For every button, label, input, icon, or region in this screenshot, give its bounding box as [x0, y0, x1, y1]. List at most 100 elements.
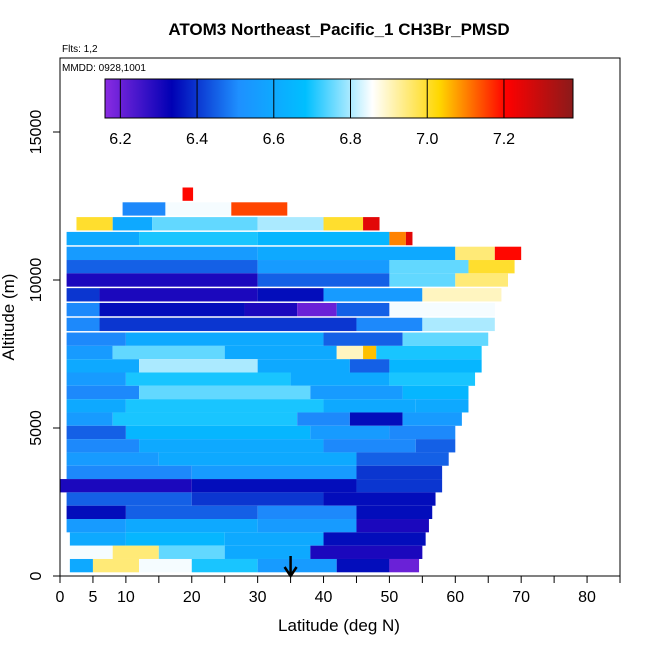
- x-tick-label: 10: [117, 589, 135, 606]
- colorbar-tick-label: 6.8: [339, 131, 361, 148]
- colorbar-tick-label: 7.2: [493, 131, 515, 148]
- heatmap-cell: [92, 558, 140, 573]
- heatmap-cell: [257, 519, 357, 533]
- heatmap-cell: [323, 332, 403, 346]
- heatmap-cell: [125, 425, 311, 440]
- heatmap-cell: [455, 273, 508, 287]
- heatmap-cell: [66, 317, 100, 332]
- heatmap-cell: [323, 288, 423, 302]
- heatmap-cell: [376, 345, 482, 360]
- heatmap-cell: [323, 492, 436, 506]
- heatmap-cell: [112, 545, 159, 559]
- heatmap-cell: [66, 359, 140, 373]
- heatmap-cell: [99, 302, 245, 317]
- x-tick-label: 20: [183, 589, 201, 606]
- colorbar-tick-label: 6.2: [109, 131, 131, 148]
- heatmap-cell: [389, 359, 482, 373]
- heatmap-cell: [336, 302, 390, 317]
- heatmap-cell: [112, 345, 225, 360]
- heatmap-cell: [122, 202, 166, 216]
- y-axis: 0 5000 10000 15000: [28, 110, 60, 580]
- heatmap-cell: [389, 231, 406, 246]
- heatmap-cell: [494, 246, 522, 261]
- heatmap-cell: [60, 479, 192, 493]
- y-tick-label: 0: [28, 571, 45, 580]
- heatmap-cell: [152, 217, 258, 231]
- heatmap-cell: [257, 288, 324, 302]
- heatmap-cell: [139, 385, 311, 400]
- heatmap-cell: [66, 519, 126, 533]
- heatmap-layer: [60, 187, 522, 573]
- x-tick-label: 50: [381, 589, 399, 606]
- heatmap-cell: [323, 439, 416, 453]
- latitude-marker-arrow: [283, 556, 298, 579]
- heatmap-cell: [356, 479, 443, 493]
- heatmap-cell: [356, 452, 449, 466]
- heatmap-cell: [66, 492, 192, 506]
- colorbar-tick-label: 6.4: [186, 131, 208, 148]
- x-tick-label: 5: [88, 589, 97, 606]
- heatmap-cell: [224, 345, 337, 360]
- heatmap-cell: [69, 532, 126, 546]
- heatmap-cell: [125, 332, 324, 346]
- heatmap-cell: [191, 492, 324, 506]
- heatmap-cell: [349, 412, 403, 426]
- heatmap-cell: [66, 288, 100, 302]
- heatmap-cell: [139, 439, 324, 453]
- heatmap-cell: [363, 345, 377, 360]
- heatmap-cell: [415, 439, 456, 453]
- heatmap-cell: [112, 217, 153, 231]
- heatmap-cell: [224, 545, 311, 559]
- heatmap-cell: [158, 545, 225, 559]
- chart-title: ATOM3 Northeast_Pacific_1 CH3Br_PMSD: [168, 20, 509, 39]
- heatmap-cell: [139, 231, 258, 246]
- heatmap-cell: [402, 385, 469, 400]
- heatmap-cell: [99, 288, 258, 302]
- heatmap-cell: [455, 246, 495, 261]
- heatmap-cell: [336, 558, 390, 573]
- heatmap-cell: [402, 412, 462, 426]
- heatmap-cell: [165, 202, 232, 216]
- colorbar-tick-label: 6.6: [263, 131, 285, 148]
- y-tick-label: 5000: [28, 410, 45, 446]
- heatmap-cell: [139, 558, 192, 573]
- flights-label: Flts: 1,2: [62, 44, 98, 55]
- heatmap-cell: [66, 260, 258, 274]
- heatmap-cell: [257, 231, 390, 246]
- heatmap-cell: [323, 217, 364, 231]
- heatmap-cell: [389, 558, 420, 573]
- heatmap-cell: [66, 452, 159, 466]
- x-tick-label: 0: [56, 589, 65, 606]
- heatmap-cell: [257, 246, 456, 261]
- heatmap-cell: [69, 558, 93, 573]
- heatmap-cell: [310, 425, 390, 440]
- heatmap-cell: [158, 452, 357, 466]
- heatmap-cell: [231, 202, 288, 216]
- heatmap-cell: [422, 317, 495, 332]
- x-tick-label: 80: [578, 589, 596, 606]
- heatmap-cell: [336, 345, 364, 360]
- heatmap-cell: [389, 260, 469, 274]
- heatmap-cell: [125, 399, 324, 413]
- heatmap-cell: [66, 345, 113, 360]
- heatmap-cell: [389, 425, 456, 440]
- heatmap-cell: [323, 399, 416, 413]
- arrow-head: [283, 566, 298, 579]
- x-tick-label: 60: [446, 589, 464, 606]
- heatmap-cell: [66, 399, 126, 413]
- heatmap-cell: [257, 505, 357, 520]
- heatmap-cell: [468, 260, 515, 274]
- colorbar-tick-label: 7.0: [416, 131, 438, 148]
- heatmap-cell: [125, 532, 225, 546]
- heatmap-cell: [66, 385, 140, 400]
- y-tick-label: 10000: [28, 258, 45, 303]
- heatmap-cell: [76, 217, 113, 231]
- heatmap-cell: [112, 412, 298, 426]
- heatmap-cell: [191, 465, 357, 480]
- heatmap-cell: [356, 465, 443, 480]
- heatmap-cell: [356, 519, 429, 533]
- heatmap-cell: [224, 532, 324, 546]
- heatmap-cell: [139, 359, 258, 373]
- heatmap-cell: [125, 505, 258, 520]
